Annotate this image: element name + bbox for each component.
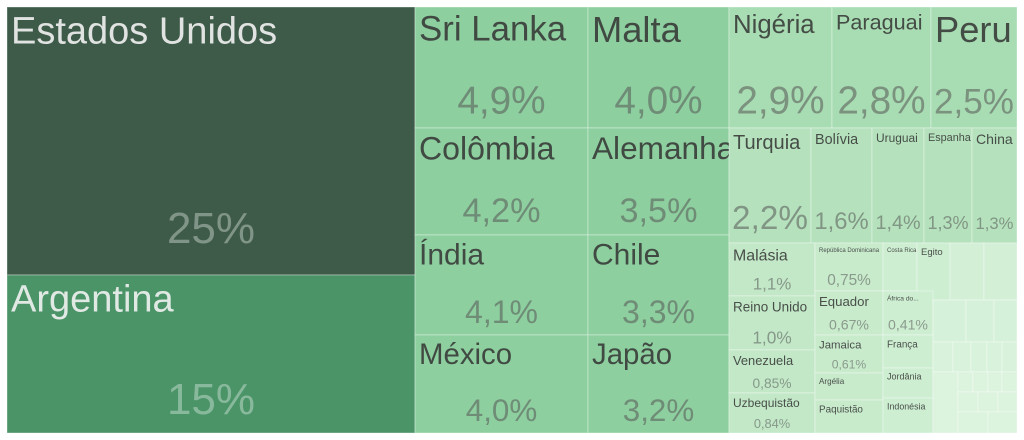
value-label: 2,8% xyxy=(837,79,925,122)
tile-label: Chile xyxy=(592,239,660,272)
tile-label: Nigéria xyxy=(733,11,815,39)
tile xyxy=(728,392,816,434)
value-label: 1,0% xyxy=(752,328,791,348)
value-label: 1,1% xyxy=(753,275,792,294)
tile-label: Sri Lanka xyxy=(419,10,567,49)
value-label: 4,2% xyxy=(462,192,540,230)
tile xyxy=(882,334,934,369)
tile xyxy=(930,6,1018,129)
tile xyxy=(414,6,589,129)
tile-label: Jamaica xyxy=(819,340,862,352)
minor-cells xyxy=(932,242,1018,434)
tile-label: Espanha xyxy=(928,132,972,144)
tile xyxy=(587,127,730,236)
tile-label: Peru xyxy=(935,9,1012,50)
value-label: 15% xyxy=(167,375,255,424)
tile-label: Uzbequistão xyxy=(733,396,800,410)
tile-label: África do... xyxy=(887,294,919,303)
value-label: 1,6% xyxy=(814,208,868,235)
tile-label: Costa Rica xyxy=(887,248,917,254)
tile-label: Alemanha xyxy=(592,130,735,166)
value-label: 4,9% xyxy=(457,79,545,122)
tile-label: Paquistão xyxy=(819,404,863,415)
tile xyxy=(728,127,812,244)
tile xyxy=(587,6,730,129)
tile-label: Argentina xyxy=(11,278,175,320)
tile xyxy=(6,6,416,276)
value-label: 0,61% xyxy=(832,357,867,371)
tile xyxy=(414,127,589,236)
tile xyxy=(882,242,918,292)
value-label: 0,84% xyxy=(754,416,790,431)
value-label: 0,75% xyxy=(827,272,871,289)
value-label: 3,5% xyxy=(619,192,697,230)
tile xyxy=(831,6,932,129)
tile-label: Japão xyxy=(592,338,672,371)
tile-label: China xyxy=(976,131,1013,147)
tile-label: Argélia xyxy=(819,377,845,386)
tile-label: República Dominicana xyxy=(819,248,880,254)
tile-label: França xyxy=(887,339,918,350)
tile-label: Equador xyxy=(819,294,869,309)
tile-label: Malásia xyxy=(733,248,788,265)
value-label: 3,3% xyxy=(622,294,695,330)
value-label: 3,2% xyxy=(623,393,694,428)
value-label: 4,1% xyxy=(465,294,538,330)
tile-label: México xyxy=(419,338,512,371)
tile xyxy=(728,349,816,394)
tile xyxy=(728,295,816,351)
value-label: 1,4% xyxy=(875,212,920,234)
tile-label: Bolívia xyxy=(815,132,858,148)
tile xyxy=(814,242,884,292)
tile-label: Estados Unidos xyxy=(11,10,277,52)
value-label: 0,85% xyxy=(753,376,792,391)
tile xyxy=(871,127,925,244)
value-label: 2,2% xyxy=(732,200,808,237)
tile-label: Egito xyxy=(921,247,943,258)
tile xyxy=(587,234,730,336)
tile xyxy=(414,334,589,434)
value-label: 1,3% xyxy=(927,213,968,233)
tile-label: Paraguai xyxy=(836,9,923,34)
value-label: 0,67% xyxy=(829,317,869,333)
tile-label: Indonésia xyxy=(887,402,925,412)
tile-label: Malta xyxy=(592,9,682,50)
tile-label: Jordânia xyxy=(887,372,922,382)
tile-label: Venezuela xyxy=(733,353,794,368)
tile xyxy=(923,127,973,244)
value-label: 0,41% xyxy=(888,317,928,333)
tile xyxy=(971,127,1018,244)
value-label: 4,0% xyxy=(614,79,702,122)
tile xyxy=(916,242,951,301)
value-label: 2,9% xyxy=(736,79,824,122)
tile xyxy=(587,334,730,434)
tile-label: Uruguai xyxy=(876,131,918,145)
value-label: 25% xyxy=(167,204,255,253)
tile xyxy=(6,274,416,434)
value-label: 1,3% xyxy=(976,214,1014,233)
tile-label: Índia xyxy=(419,239,484,272)
tile-label: Colômbia xyxy=(419,130,555,166)
tile-label: Reino Unido xyxy=(733,299,807,314)
tile xyxy=(814,399,884,434)
value-label: 4,0% xyxy=(466,393,537,428)
tile-label: Turquia xyxy=(733,132,801,154)
value-label: 2,5% xyxy=(934,82,1014,121)
tile xyxy=(728,242,816,297)
